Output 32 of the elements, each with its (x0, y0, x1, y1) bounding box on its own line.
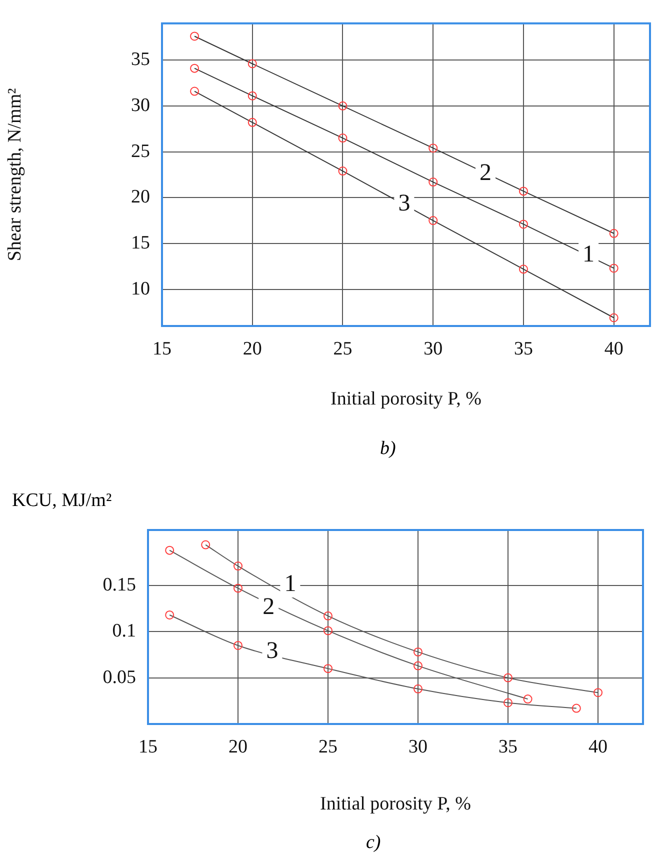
x-tick-label: 20 (242, 338, 262, 360)
x-tick-label: 40 (588, 736, 608, 758)
y-axis-title: Shear strength, N/mm² (4, 88, 26, 262)
annotation: 1 (284, 570, 296, 597)
x-tick-label: 20 (228, 736, 248, 758)
y-tick-label: 30 (131, 94, 150, 116)
y-tick-label: 35 (131, 49, 150, 70)
y-tick-label: 15 (131, 232, 150, 254)
x-tick-label: 35 (514, 338, 533, 360)
x-tick-label: 30 (424, 338, 443, 360)
y-tick-label: 0.05 (102, 666, 136, 688)
y-tick-label: 0.15 (102, 574, 136, 596)
x-tick-label: 30 (408, 736, 428, 758)
x-axis-title: Initial porosity P, % (330, 388, 482, 410)
annotation: 1 (582, 242, 595, 268)
x-tick-label: 40 (604, 338, 624, 360)
text: b) (380, 438, 396, 460)
x-tick-label: 35 (498, 736, 518, 758)
annotation: 3 (266, 638, 278, 664)
annotation: 2 (262, 594, 275, 620)
x-tick-label: 25 (318, 736, 338, 758)
annotation: 3 (398, 190, 410, 216)
y-tick-label: 25 (131, 140, 150, 162)
x-axis-title: Initial porosity P, % (320, 794, 472, 815)
y-axis-title: KCU, MJ/m² (12, 490, 112, 512)
x-tick-label: 15 (152, 338, 172, 360)
y-tick-label: 0.1 (112, 620, 136, 642)
y-tick-label: 20 (131, 186, 150, 208)
annotation: 2 (480, 160, 492, 186)
x-tick-label: 25 (333, 338, 352, 360)
y-tick-label: 10 (131, 278, 150, 300)
text: c) (366, 832, 381, 854)
